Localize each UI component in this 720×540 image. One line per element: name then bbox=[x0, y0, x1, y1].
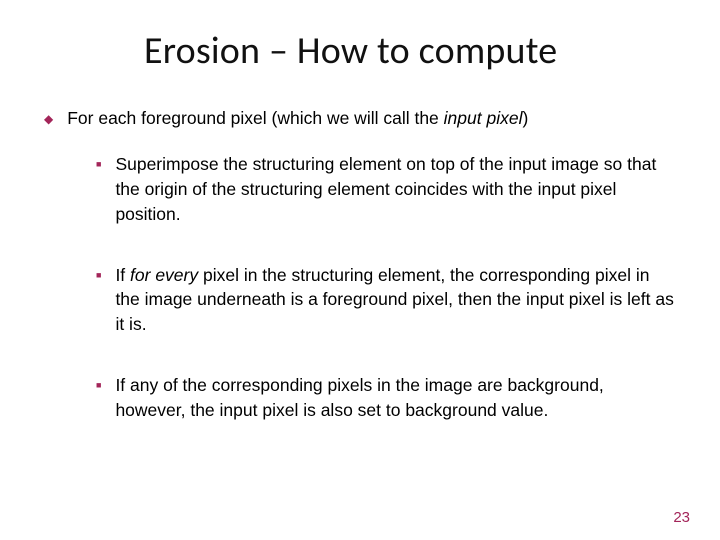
text-run: For each foreground pixel (which we will… bbox=[67, 108, 443, 128]
level2-text: Superimpose the structuring element on t… bbox=[115, 152, 676, 227]
diamond-bullet-icon: ◆ bbox=[44, 106, 53, 132]
slide-content: ◆ For each foreground pixel (which we wi… bbox=[44, 106, 676, 423]
text-run-italic: for every bbox=[130, 265, 198, 285]
level2-list: ■ Superimpose the structuring element on… bbox=[96, 152, 676, 423]
text-run: pixel in the structuring element, the co… bbox=[115, 265, 673, 335]
bullet-level2: ■ Superimpose the structuring element on… bbox=[96, 152, 676, 227]
level2-text: If any of the corresponding pixels in th… bbox=[115, 373, 676, 423]
text-run: If bbox=[115, 265, 130, 285]
square-bullet-icon: ■ bbox=[96, 263, 101, 288]
bullet-level2: ■ If any of the corresponding pixels in … bbox=[96, 373, 676, 423]
text-run: ) bbox=[522, 108, 528, 128]
page-number: 23 bbox=[673, 509, 690, 526]
slide: Erosion – How to compute ◆ For each fore… bbox=[0, 0, 720, 540]
square-bullet-icon: ■ bbox=[96, 373, 101, 398]
slide-title: Erosion – How to compute bbox=[144, 28, 676, 74]
level1-text: For each foreground pixel (which we will… bbox=[67, 106, 528, 131]
level2-text: If for every pixel in the structuring el… bbox=[115, 263, 676, 338]
bullet-level1: ◆ For each foreground pixel (which we wi… bbox=[44, 106, 676, 132]
square-bullet-icon: ■ bbox=[96, 152, 101, 177]
text-run-italic: input pixel bbox=[444, 108, 523, 128]
bullet-level2: ■ If for every pixel in the structuring … bbox=[96, 263, 676, 338]
